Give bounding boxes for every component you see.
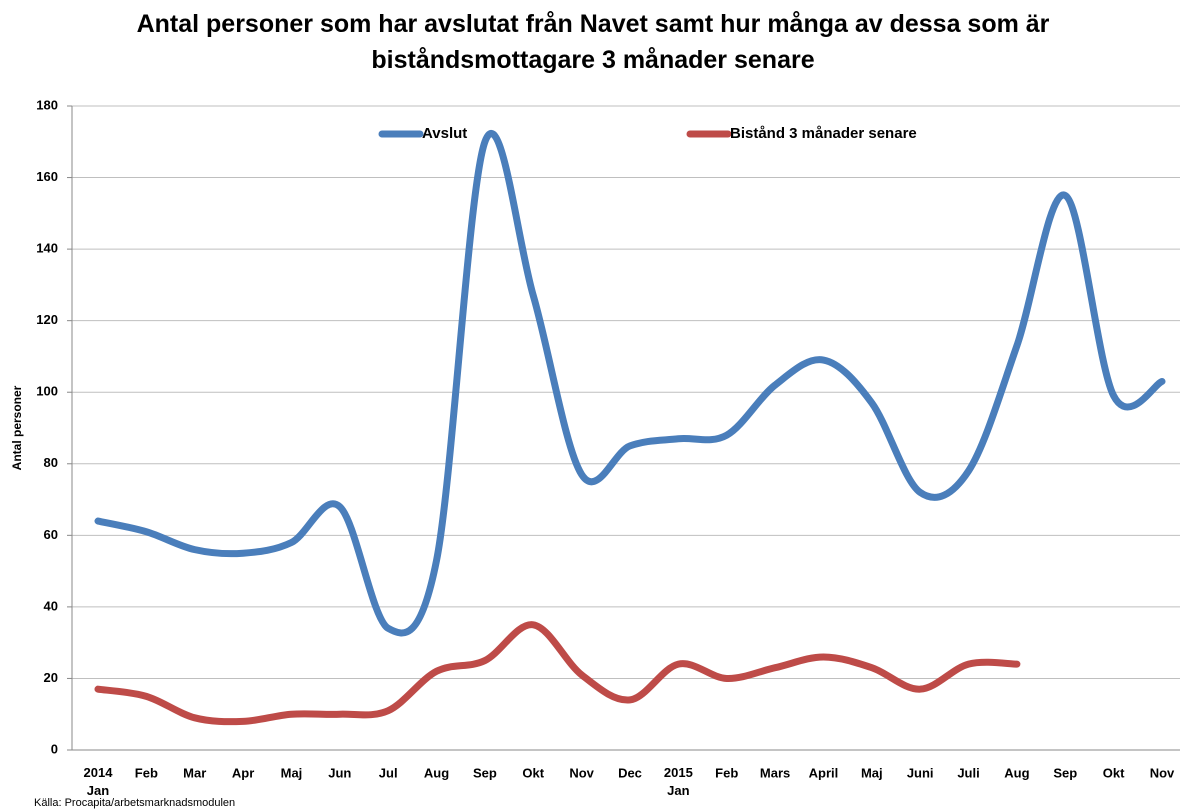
x-tick-label: Maj <box>861 765 883 780</box>
x-tick-label: Aug <box>424 765 449 780</box>
title-box: Antal personer som har avslutat från Nav… <box>136 10 1050 74</box>
x-tick-label: 2014 Jan <box>84 765 114 798</box>
x-tick-label: Mar <box>183 765 206 780</box>
x-tick-label: Sep <box>1053 765 1077 780</box>
y-tick-label: 180 <box>36 97 58 112</box>
y-tick-label: 160 <box>36 169 58 184</box>
x-tick-label: Jul <box>379 765 398 780</box>
x-tick-label: Okt <box>522 765 544 780</box>
legend-label: Bistånd 3 månader senare <box>730 125 917 142</box>
y-tick-label: 120 <box>36 312 58 327</box>
line-series <box>94 129 1166 637</box>
x-tick-label: Mars <box>760 765 790 780</box>
source-note: Källa: Procapita/arbetsmarknadsmodulen <box>34 797 235 809</box>
chart-title: Antal personer som har avslutat från Nav… <box>136 10 1050 74</box>
y-tick-label: 140 <box>36 241 58 256</box>
y-tick-label: 100 <box>36 384 58 399</box>
x-tick-label: Okt <box>1103 765 1125 780</box>
x-tick-label: 2015 Jan <box>664 765 693 798</box>
x-tick-label: Nov <box>1150 765 1175 780</box>
x-tick-label: Aug <box>1004 765 1029 780</box>
y-tick-label: 20 <box>44 670 58 685</box>
x-tick-label: Maj <box>281 765 303 780</box>
x-tick-label: Nov <box>569 765 594 780</box>
y-tick-label: 0 <box>51 741 58 756</box>
y-tick-label: 80 <box>44 455 58 470</box>
x-tick-label: Feb <box>135 765 158 780</box>
y-tick-label: 60 <box>44 527 58 542</box>
x-tick-label: Juli <box>957 765 979 780</box>
x-tick-label: Feb <box>715 765 738 780</box>
x-tick-label: April <box>809 765 839 780</box>
x-tick-label: Dec <box>618 765 642 780</box>
line-series <box>94 621 1021 726</box>
legend-label: Avslut <box>422 125 467 142</box>
x-tick-label: Juni <box>907 765 934 780</box>
x-tick-label: Jun <box>328 765 351 780</box>
x-tick-label: Apr <box>232 765 254 780</box>
y-axis-label: Antal personer <box>10 385 24 470</box>
y-tick-label: 40 <box>44 598 58 613</box>
x-tick-label: Sep <box>473 765 497 780</box>
